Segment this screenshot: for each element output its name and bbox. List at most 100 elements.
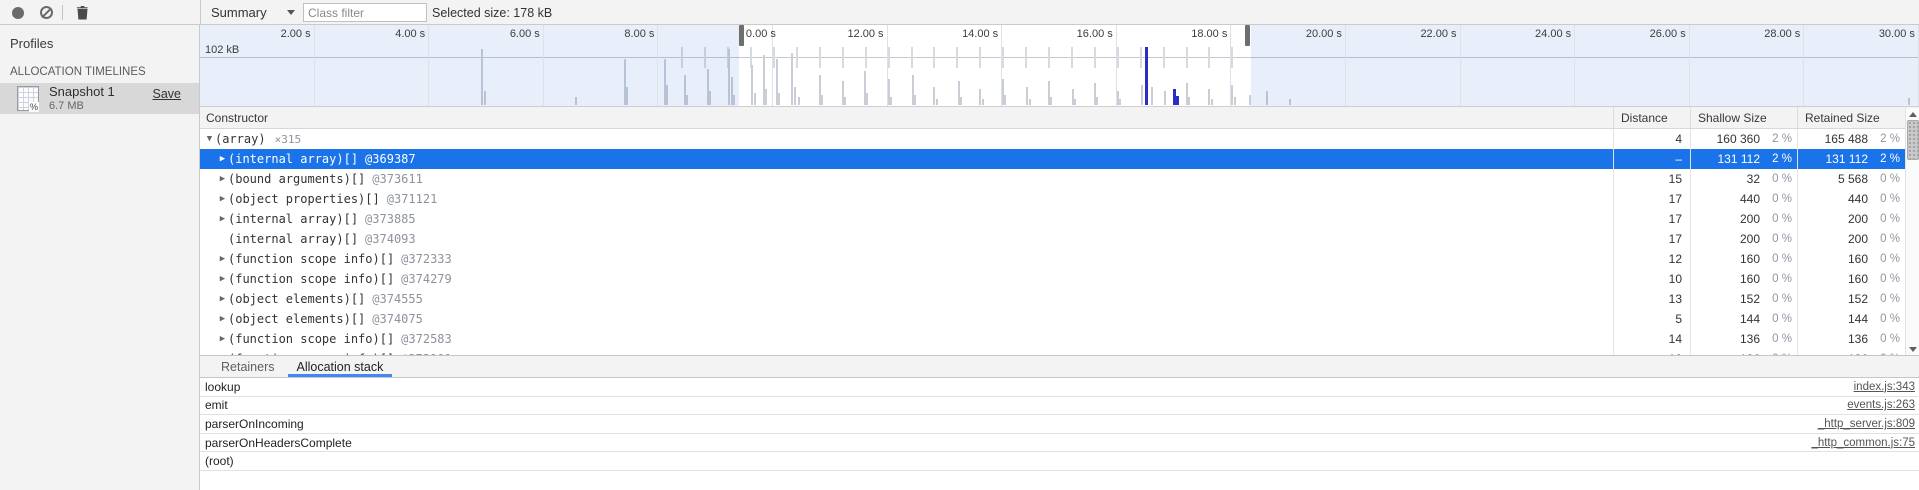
table-row[interactable]: ▶(function scope info)[]@373101121360 %1… <box>200 349 1919 355</box>
collapse-arrow-icon[interactable]: ▼ <box>206 134 213 144</box>
allocation-bar <box>1231 85 1234 105</box>
expand-arrow-icon[interactable]: ▶ <box>219 174 226 184</box>
constructor-cell: ▶(function scope info)[] @373101 <box>200 349 1613 355</box>
allocation-bar <box>1002 79 1005 105</box>
expand-arrow-icon[interactable]: ▶ <box>219 314 226 324</box>
table-row[interactable]: ▶ (function scope info)[] @372583 14 136 0 % 1… <box>200 329 1919 349</box>
bottom-pane-tabbar: Retainers Allocation stack <box>200 355 1919 378</box>
object-id: @372333 <box>401 252 452 266</box>
save-link[interactable]: Save <box>152 87 182 101</box>
allocation-bar <box>933 87 936 105</box>
allocation-bar <box>1233 97 1236 105</box>
allocation-bar <box>1004 95 1007 105</box>
frame-source-link[interactable]: events.js:263 <box>1847 399 1915 412</box>
class-filter-input[interactable] <box>303 3 427 22</box>
column-header-constructor[interactable]: Constructor <box>206 111 269 125</box>
table-row[interactable]: ▶ (internal array)[] @373885 17 200 0 % 200 0 % <box>200 209 1919 229</box>
expand-arrow-icon[interactable]: ▶ <box>219 274 226 284</box>
allocation-bar <box>1050 97 1053 105</box>
allocation-timeline-overview[interactable]: 102 kB 2.00 s 4.00 s 6.00 s 8.00 s 12.00 s 14… <box>200 25 1919 106</box>
table-row[interactable]: ▶ (function scope info)[] @374279 10 160 0 % 1… <box>200 269 1919 289</box>
expand-arrow-icon[interactable]: ▶ <box>219 334 226 344</box>
constructor-cell: ▼ (array) ×315 <box>200 129 1613 149</box>
scrollbar-thumb[interactable] <box>1907 120 1919 160</box>
sample-tick <box>1185 47 1188 68</box>
selection-left-handle[interactable] <box>738 25 744 46</box>
distance-cell: 17 <box>1613 209 1690 229</box>
delete-profile-icon[interactable] <box>76 5 89 20</box>
sample-tick <box>750 47 753 68</box>
table-row[interactable]: ▶ (internal array)[] @369387–131 112 2 % 131… <box>200 149 1919 169</box>
allocation-bar <box>1265 91 1268 105</box>
allocation-bar <box>666 85 669 105</box>
distance-cell: – <box>1613 149 1690 169</box>
scroll-down-icon[interactable] <box>1909 347 1917 352</box>
allocation-bar <box>1151 87 1154 105</box>
sample-tick <box>979 47 982 68</box>
allocation-bar <box>889 97 892 105</box>
frame-function-name: emit <box>205 398 228 413</box>
ruler-cell: 14.00 s <box>888 25 1003 106</box>
ruler-label-at-handle: 0.00 s <box>745 28 776 40</box>
chevron-down-icon[interactable] <box>287 10 295 15</box>
scroll-up-icon[interactable] <box>1909 112 1917 117</box>
table-row[interactable]: ▶ (bound arguments)[] @373611 15 32 0 % 5 568 0… <box>200 169 1919 189</box>
clear-all-profiles-icon[interactable] <box>40 6 53 19</box>
expand-arrow-icon[interactable]: ▶ <box>219 254 226 264</box>
allocation-bar <box>887 79 890 105</box>
constructor-name: (array) <box>215 132 266 146</box>
allocation-bar <box>957 81 960 105</box>
stack-frame-row: parserOnHeadersComplete _http_common.js:7… <box>200 433 1919 453</box>
shallow-size-cell: 32 0 % <box>1690 169 1797 189</box>
retained-size-cell: 160 0 % <box>1797 269 1905 289</box>
expand-arrow-icon[interactable]: ▶ <box>219 194 226 204</box>
allocation-bar <box>753 93 756 105</box>
shallow-size-cell: 144 0 % <box>1690 309 1797 329</box>
column-header-distance[interactable]: Distance <box>1613 107 1690 128</box>
tab-allocation-stack[interactable]: Allocation stack <box>286 356 395 377</box>
distance-cell: 17 <box>1613 189 1690 209</box>
frame-function-name: lookup <box>205 379 241 394</box>
allocation-bar <box>730 77 733 105</box>
frame-source-link[interactable]: index.js:343 <box>1853 380 1915 393</box>
allocation-stack-list: lookup index.js:343 emit events.js:263 parse… <box>200 378 1919 471</box>
allocation-bar <box>733 95 736 105</box>
sidebar-item-snapshot-1[interactable]: Snapshot 1 6.7 MB Save <box>0 83 199 114</box>
ruler-cell: 12.00 s <box>773 25 888 106</box>
allocation-bar <box>979 89 982 105</box>
sample-tick <box>1093 47 1096 68</box>
table-row[interactable]: ▶ (function scope info)[] @372333 12 160 0 % 1… <box>200 249 1919 269</box>
column-header-retained-size[interactable]: Retained Size <box>1797 107 1905 128</box>
frame-source-link[interactable]: _http_common.js:75 <box>1811 436 1915 449</box>
frame-source-link[interactable]: _http_server.js:809 <box>1817 417 1915 430</box>
allocation-bar <box>480 49 483 105</box>
constructor-name: (object elements)[] <box>228 292 366 306</box>
record-icon[interactable] <box>12 7 24 19</box>
tab-retainers[interactable]: Retainers <box>221 360 275 374</box>
stack-frame-row: parserOnIncoming _http_server.js:809 <box>200 415 1919 434</box>
table-row[interactable]: ▶ (object elements)[] @374555 13 152 0 % 152 0 … <box>200 289 1919 309</box>
expand-arrow-icon[interactable]: ▶ <box>217 354 228 355</box>
allocation-bar <box>1026 87 1029 105</box>
expand-arrow-icon[interactable]: ▶ <box>219 214 226 224</box>
allocation-bar <box>1074 99 1077 105</box>
heap-object-table: Constructor Distance Shallow Size Retain… <box>200 106 1919 355</box>
allocation-bar <box>1210 99 1213 105</box>
selection-right-handle[interactable] <box>1244 25 1250 46</box>
expand-arrow-icon[interactable]: ▶ <box>219 154 226 164</box>
table-row[interactable]: ▶ (object elements)[] @374075 5 144 0 % 144 0 % <box>200 309 1919 329</box>
selected-size-label: Selected size: 178 kB <box>432 6 553 20</box>
profiler-toolbar: Summary Selected size: 178 kB <box>0 0 1919 25</box>
table-row[interactable]: ▼ (array) ×315 4 160 360 2 % 165 488 2 % <box>200 129 1919 149</box>
allocation-bar <box>1907 98 1910 105</box>
constructor-name: (object properties)[] <box>228 192 380 206</box>
allocation-bar <box>865 93 868 105</box>
allocation-bar <box>791 53 794 105</box>
sample-tick <box>1116 47 1119 68</box>
table-row[interactable]: ▶ (object properties)[] @371121 17 440 0 % 440… <box>200 189 1919 209</box>
expand-arrow-icon[interactable]: ▶ <box>219 294 226 304</box>
table-row[interactable]: (internal array)[] @374093 17 200 0 % 200 0 % <box>200 229 1919 249</box>
table-scrollbar[interactable] <box>1905 108 1919 355</box>
column-header-shallow-size[interactable]: Shallow Size <box>1690 107 1797 128</box>
perspective-select[interactable]: Summary <box>211 5 267 20</box>
